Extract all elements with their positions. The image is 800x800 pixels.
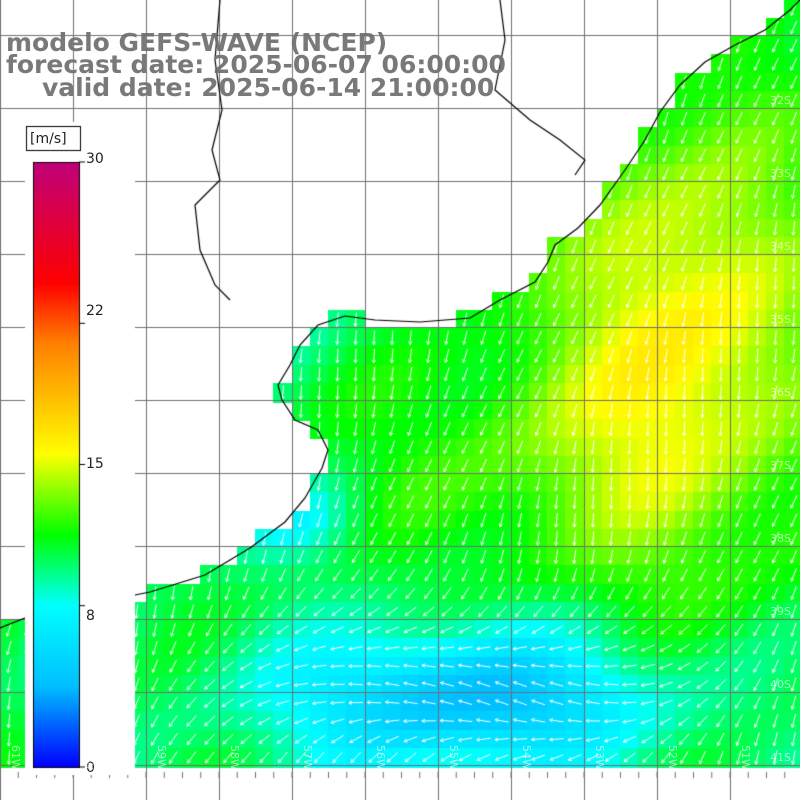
lon-label: 55W bbox=[447, 745, 460, 770]
lat-label: 32S bbox=[770, 94, 791, 107]
lon-label: 58W bbox=[228, 745, 241, 770]
lon-label: 57W bbox=[301, 745, 314, 770]
lon-label: 54W bbox=[520, 745, 533, 770]
colorbar-tick-15: 15 bbox=[86, 456, 104, 472]
title-forecast-date: forecast date: 2025-06-07 06:00:00 bbox=[6, 50, 506, 79]
lat-label: 36S bbox=[770, 386, 791, 399]
colorbar-tick-22: 22 bbox=[86, 303, 104, 319]
title-model: modelo GEFS-WAVE (NCEP) bbox=[6, 28, 388, 57]
lat-label: 33S bbox=[770, 167, 791, 180]
lat-label: 34S bbox=[770, 240, 791, 253]
lon-label: 51W bbox=[739, 745, 752, 770]
lon-label: 56W bbox=[374, 745, 387, 770]
lat-label: 35S bbox=[770, 313, 791, 326]
colorbar-tick-0: 0 bbox=[86, 760, 95, 776]
lat-label: 37S bbox=[770, 459, 791, 472]
lon-label: 61W bbox=[9, 745, 22, 770]
lon-label: 59W bbox=[155, 745, 168, 770]
colorbar-tick-8: 8 bbox=[86, 608, 95, 624]
lat-label: 41S bbox=[770, 751, 791, 764]
lat-label: 38S bbox=[770, 532, 791, 545]
colorbar-tick-30: 30 bbox=[86, 151, 104, 167]
lat-label: 39S bbox=[770, 605, 791, 618]
lon-label: 60W bbox=[82, 745, 95, 770]
lon-label: 52W bbox=[666, 745, 679, 770]
lon-label: 53W bbox=[593, 745, 606, 770]
colorbar-unit: [m/s] bbox=[30, 131, 67, 147]
title-valid-date: valid date: 2025-06-14 21:00:00 bbox=[42, 73, 495, 102]
lat-label: 40S bbox=[770, 678, 791, 691]
